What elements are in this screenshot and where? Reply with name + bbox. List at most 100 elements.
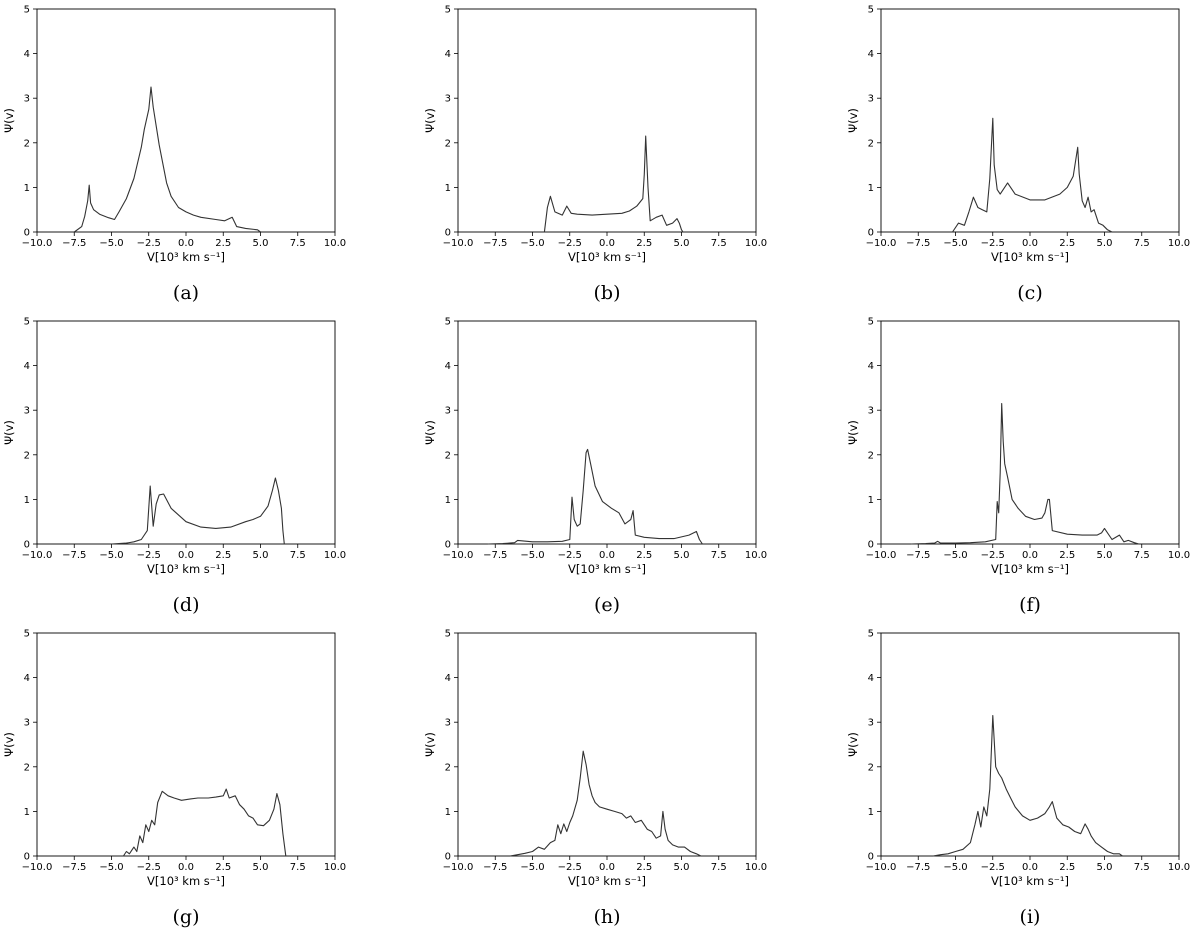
x-tick-label: −10.0 (443, 238, 474, 249)
x-tick-label: −10.0 (443, 862, 474, 873)
x-tick-label: 0.0 (599, 862, 615, 873)
x-tick-label: −10.0 (22, 862, 53, 873)
plot-frame (880, 632, 1180, 857)
y-tick-label: 3 (24, 718, 30, 729)
x-tick-label: −5.0 (99, 862, 123, 873)
x-tick-label: −2.5 (981, 550, 1005, 561)
x-axis-label: V[10³ km s⁻¹] (568, 250, 646, 264)
series-line (510, 750, 702, 857)
x-tick-label: 0.0 (599, 550, 615, 561)
series-line (73, 86, 261, 233)
x-tick-label: 7.5 (1134, 862, 1150, 873)
y-tick-label: 3 (445, 94, 451, 105)
y-tick-label: 1 (24, 495, 30, 506)
x-tick-label: 10.0 (745, 550, 767, 561)
x-tick-label: 5.0 (674, 550, 690, 561)
x-tick-label: −5.0 (943, 550, 967, 561)
x-tick-label: −7.5 (906, 238, 930, 249)
x-tick-label: 2.5 (215, 862, 231, 873)
x-tick-label: 2.5 (1059, 862, 1075, 873)
y-tick-label: 2 (868, 762, 874, 773)
y-axis-label: Ψ(v) (2, 420, 16, 445)
x-tick-label: −7.5 (62, 238, 86, 249)
x-tick-label: −2.5 (981, 238, 1005, 249)
y-tick-label: 4 (445, 673, 451, 684)
y-tick-label: 4 (24, 673, 30, 684)
y-tick-label: 5 (24, 5, 30, 16)
y-tick-label: 1 (445, 807, 451, 818)
x-tick-label: 5.0 (1097, 238, 1113, 249)
x-tick-label: 10.0 (745, 862, 767, 873)
y-axis-label: Ψ(v) (423, 732, 437, 757)
panel-caption: (i) (1019, 906, 1041, 928)
y-tick-label: 2 (868, 138, 874, 149)
series-line (952, 117, 1113, 233)
y-tick-label: 4 (868, 361, 874, 372)
x-tick-label: 0.0 (178, 862, 194, 873)
y-tick-label: 5 (868, 317, 874, 328)
series-line (543, 135, 684, 233)
x-tick-label: 2.5 (636, 550, 652, 561)
x-tick-label: −5.0 (943, 862, 967, 873)
x-tick-label: −2.5 (558, 550, 582, 561)
x-tick-label: 2.5 (215, 550, 231, 561)
y-tick-label: 5 (445, 5, 451, 16)
y-tick-label: 3 (868, 718, 874, 729)
y-tick-label: 5 (868, 629, 874, 640)
panel-caption: (h) (593, 906, 621, 928)
y-tick-label: 1 (445, 495, 451, 506)
y-tick-label: 0 (868, 228, 874, 239)
x-tick-label: 2.5 (1059, 550, 1075, 561)
x-tick-label: −10.0 (22, 238, 53, 249)
x-tick-label: 10.0 (1168, 862, 1190, 873)
y-axis-label: Ψ(v) (846, 108, 860, 133)
x-tick-label: −10.0 (866, 238, 897, 249)
y-tick-label: 2 (445, 762, 451, 773)
x-axis-label: V[10³ km s⁻¹] (991, 562, 1069, 576)
x-tick-label: −5.0 (943, 238, 967, 249)
x-tick-label: −7.5 (483, 862, 507, 873)
x-tick-label: 5.0 (253, 862, 269, 873)
x-tick-label: −7.5 (906, 862, 930, 873)
y-tick-label: 2 (24, 450, 30, 461)
y-tick-label: 2 (445, 450, 451, 461)
panel-caption: (c) (1017, 282, 1043, 304)
x-tick-label: −2.5 (981, 862, 1005, 873)
panel-caption: (d) (172, 594, 200, 616)
y-tick-label: 0 (445, 228, 451, 239)
y-tick-label: 0 (24, 228, 30, 239)
x-tick-label: −10.0 (866, 550, 897, 561)
x-tick-label: 5.0 (1097, 550, 1113, 561)
x-tick-label: 10.0 (324, 238, 346, 249)
y-tick-label: 0 (24, 852, 30, 863)
x-tick-label: −10.0 (443, 550, 474, 561)
x-tick-label: −7.5 (483, 238, 507, 249)
x-tick-label: −2.5 (137, 550, 161, 561)
y-tick-label: 1 (445, 183, 451, 194)
x-tick-label: −5.0 (99, 550, 123, 561)
y-tick-label: 4 (445, 361, 451, 372)
y-tick-label: 4 (24, 49, 30, 60)
x-tick-label: 7.5 (711, 550, 727, 561)
x-tick-label: 10.0 (324, 862, 346, 873)
y-tick-label: 5 (24, 317, 30, 328)
x-tick-label: −10.0 (866, 862, 897, 873)
x-tick-label: 5.0 (674, 862, 690, 873)
x-tick-label: 0.0 (178, 238, 194, 249)
y-axis-label: Ψ(v) (423, 108, 437, 133)
y-tick-label: 4 (868, 49, 874, 60)
panel-caption: (b) (593, 282, 621, 304)
y-tick-label: 5 (445, 317, 451, 328)
y-tick-label: 1 (24, 807, 30, 818)
y-axis-label: Ψ(v) (423, 420, 437, 445)
x-tick-label: −5.0 (520, 862, 544, 873)
x-axis-label: V[10³ km s⁻¹] (568, 562, 646, 576)
panel-caption: (e) (593, 594, 621, 616)
x-tick-label: 7.5 (290, 550, 306, 561)
y-tick-label: 4 (445, 49, 451, 60)
series-line (111, 477, 285, 545)
x-tick-label: −7.5 (62, 862, 86, 873)
